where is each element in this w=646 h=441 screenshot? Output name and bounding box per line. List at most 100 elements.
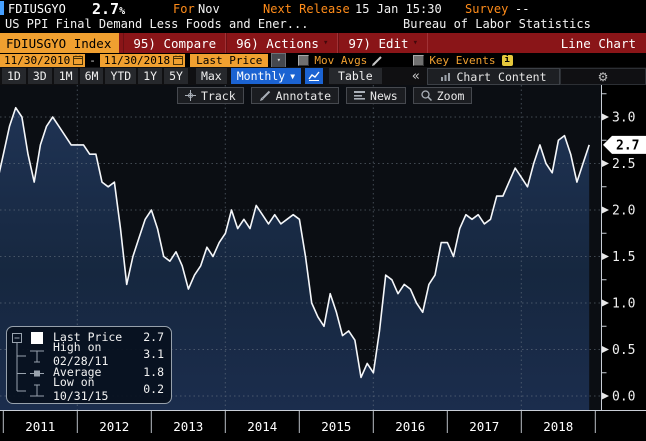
news-button[interactable]: News: [346, 87, 406, 104]
legend-row-high[interactable]: High on 02/28/11 3.1: [53, 340, 164, 368]
compare-button-label: 95) Compare: [133, 35, 217, 51]
date-from-value: 11/30/2010: [4, 53, 71, 67]
next-release-value: 15 Jan 15:30: [355, 2, 442, 16]
y-axis-tick-arrow: [602, 346, 609, 353]
key-events-checkbox[interactable]: [413, 54, 425, 66]
period-tab-max[interactable]: Max: [195, 68, 227, 84]
chart-toolbar: 1D 3D 1M 6M YTD 1Y 5Y Max Monthly ▼ Tabl…: [0, 67, 646, 85]
settings-gear-button[interactable]: ⚙: [560, 68, 646, 85]
price-line: [0, 106, 590, 379]
period-tab-6m[interactable]: 6M: [79, 68, 104, 84]
for-label: For: [173, 2, 195, 16]
y-axis-tick-label: 2.0: [612, 204, 635, 219]
percent-sign: %: [119, 6, 126, 17]
date-to-value: 11/30/2018: [103, 53, 171, 67]
data-source: Bureau of Labor Statistics: [403, 17, 591, 31]
command-bar: FDIUSGYO Index 95) Compare 96) Actions ▾…: [0, 33, 646, 53]
period-tab-3d[interactable]: 3D: [27, 68, 52, 84]
annotate-button[interactable]: Annotate: [250, 87, 340, 104]
legend-value: 1.8: [143, 364, 164, 379]
ticker-last-value-number: 2.7: [92, 0, 120, 18]
collapse-panel-chevrons[interactable]: «: [412, 69, 420, 84]
y-axis-tick-label: 2.5: [612, 157, 635, 172]
security-description: US PPI Final Demand Less Foods and Ener.…: [5, 17, 309, 31]
line-chart-style-button[interactable]: [305, 68, 324, 84]
zoom-button[interactable]: Zoom: [412, 87, 473, 104]
frequency-dropdown[interactable]: Monthly ▼: [230, 68, 302, 84]
caret-down-icon: ▾: [412, 38, 419, 48]
low-marker: [30, 384, 44, 397]
date-to-field[interactable]: 11/30/2018: [99, 53, 186, 67]
x-axis-year-label: 2018: [543, 419, 573, 434]
y-axis-tick-label: 3.0: [612, 111, 635, 126]
magnifier-icon: [421, 90, 432, 101]
gridlines: [0, 85, 601, 410]
x-axis-year-label: 2013: [173, 419, 203, 434]
ticker-last-value: 2.7%: [92, 0, 125, 18]
x-axis-year-label: 2014: [247, 419, 277, 434]
frequency-value: Monthly: [236, 69, 286, 83]
pencil-icon: [259, 90, 270, 101]
track-button-label: Track: [201, 88, 236, 103]
edit-menu-button[interactable]: 97) Edit ▾: [338, 33, 429, 53]
calendar-icon[interactable]: [173, 55, 184, 65]
legend-row-average[interactable]: Average 1.8: [53, 365, 164, 379]
chart-type-label: Line Chart: [560, 35, 636, 51]
settings-row: 11/30/2010 - 11/30/2018 Last Price ▾ Mov…: [0, 52, 646, 68]
annotate-button-label: Annotate: [275, 88, 332, 103]
calendar-icon[interactable]: [73, 55, 84, 65]
date-from-field[interactable]: 11/30/2010: [0, 53, 86, 67]
zoom-button-label: Zoom: [436, 88, 465, 103]
line-chart-icon: [308, 71, 320, 81]
period-tab-1y[interactable]: 1Y: [138, 68, 163, 84]
period-tab-1m[interactable]: 1M: [53, 68, 78, 84]
period-tab-1d[interactable]: 1D: [2, 68, 26, 84]
actions-menu-button[interactable]: 96) Actions ▾: [226, 33, 339, 53]
mov-avgs-label: Mov Avgs: [314, 53, 368, 67]
chart-legend: Last Price 2.7 High on 02/28/11 3.1 Aver…: [6, 326, 172, 404]
ticker-symbol: FDIUSGYO: [8, 2, 66, 16]
for-value: Nov: [198, 2, 220, 16]
y-axis-tick-arrow: [602, 392, 609, 400]
high-marker: [30, 350, 44, 363]
compare-button[interactable]: 95) Compare: [123, 33, 227, 53]
actions-button-label: 96) Actions: [236, 35, 319, 51]
chart-content-label: Chart Content: [456, 69, 547, 84]
period-tab-5y[interactable]: 5Y: [164, 68, 188, 84]
info-icon[interactable]: i: [501, 54, 513, 66]
pencil-icon[interactable]: [371, 55, 383, 66]
news-icon: [354, 90, 366, 100]
next-release-label: Next Release: [263, 2, 350, 16]
y-axis-tick-label: 1.0: [612, 297, 635, 312]
mov-avgs-checkbox[interactable]: [298, 54, 310, 66]
security-tag[interactable]: FDIUSGYO Index: [0, 33, 120, 53]
legend-row-last-price[interactable]: Last Price 2.7: [53, 330, 164, 344]
chart-content-icon: [440, 72, 451, 81]
table-button[interactable]: Table: [329, 68, 382, 84]
track-button[interactable]: Track: [177, 87, 244, 104]
chart-content-button[interactable]: Chart Content: [427, 68, 560, 85]
caret-down-icon: ▼: [290, 71, 296, 81]
legend-row-low[interactable]: Low on 10/31/15 0.2: [53, 375, 164, 403]
last-price-swatch: [31, 332, 43, 344]
caret-down-icon: ▾: [322, 38, 329, 48]
price-field-select[interactable]: Last Price: [190, 53, 269, 67]
last-price-badge: [603, 135, 646, 154]
y-axis-tick-arrow: [602, 160, 609, 167]
average-marker: [30, 370, 44, 377]
date-range-dash: -: [89, 53, 96, 67]
y-axis-tick-label: 1.5: [612, 250, 635, 265]
headline-row: FDIUSGYO 2.7% For Nov Next Release 15 Ja…: [0, 0, 646, 18]
legend-label: Low on 10/31/15: [53, 375, 109, 403]
x-axis-year-label: 2011: [25, 419, 55, 434]
price-field-dropdown-button[interactable]: ▾: [271, 52, 287, 68]
last-price-badge-value: 2.7: [616, 138, 639, 153]
survey-value: --: [515, 2, 530, 16]
x-axis-year-label: 2017: [469, 419, 499, 434]
period-tab-ytd[interactable]: YTD: [105, 68, 137, 84]
news-button-label: News: [370, 88, 398, 103]
legend-label: Last Price: [53, 330, 123, 344]
chart-region: 0.0 0.5 1.0 1.5 2.0 2.5 3.0 2.7 2011 2012 2013 2014…: [0, 85, 646, 441]
legend-value: 2.7: [143, 330, 164, 344]
